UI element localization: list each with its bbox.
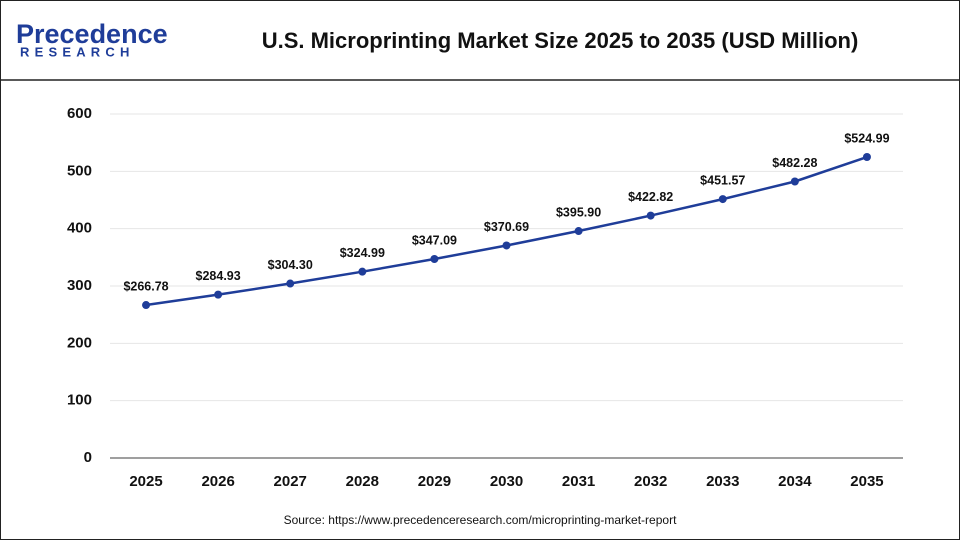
point <box>718 195 727 204</box>
logo-tagline: RESEARCH <box>20 44 135 59</box>
point <box>502 241 511 250</box>
value-label: $347.09 <box>412 233 457 247</box>
point <box>574 227 583 236</box>
point <box>790 177 799 186</box>
y-tick-label: 200 <box>67 334 92 351</box>
x-tick-label: 2030 <box>490 473 523 490</box>
value-label: $284.93 <box>196 269 241 283</box>
x-tick-label: 2031 <box>562 473 595 490</box>
point <box>646 211 655 220</box>
x-tick-label: 2035 <box>850 473 883 490</box>
x-tick-label: 2025 <box>129 473 162 490</box>
y-tick-label: 600 <box>67 105 92 122</box>
y-tick-label: 100 <box>67 392 92 409</box>
value-label: $395.90 <box>556 205 601 219</box>
logo-name: Precedence <box>16 19 168 49</box>
point <box>862 153 871 162</box>
point <box>358 267 367 276</box>
value-label: $482.28 <box>772 156 817 170</box>
value-label: $451.57 <box>700 173 745 187</box>
value-label: $422.82 <box>628 190 673 204</box>
x-tick-label: 2033 <box>706 473 739 490</box>
y-tick-label: 300 <box>67 277 92 294</box>
point <box>286 279 295 288</box>
value-label: $324.99 <box>340 246 385 260</box>
x-tick-label: 2028 <box>346 473 379 490</box>
x-tick-label: 2032 <box>634 473 667 490</box>
point <box>430 255 439 264</box>
source: Source: https://www.precedenceresearch.c… <box>284 513 677 527</box>
x-tick-label: 2027 <box>274 473 307 490</box>
x-tick-label: 2034 <box>778 473 812 490</box>
point <box>142 301 151 310</box>
x-tick-label: 2026 <box>201 473 234 490</box>
value-label: $524.99 <box>844 131 889 145</box>
point <box>214 290 223 299</box>
x-tick-label: 2029 <box>418 473 451 490</box>
y-tick-label: 400 <box>67 220 92 237</box>
value-label: $266.78 <box>123 279 168 293</box>
y-tick-label: 0 <box>84 449 92 466</box>
value-label: $304.30 <box>268 258 313 272</box>
y-tick-label: 500 <box>67 162 92 179</box>
chart-title: U.S. Microprinting Market Size 2025 to 2… <box>262 28 859 53</box>
value-label: $370.69 <box>484 220 529 234</box>
